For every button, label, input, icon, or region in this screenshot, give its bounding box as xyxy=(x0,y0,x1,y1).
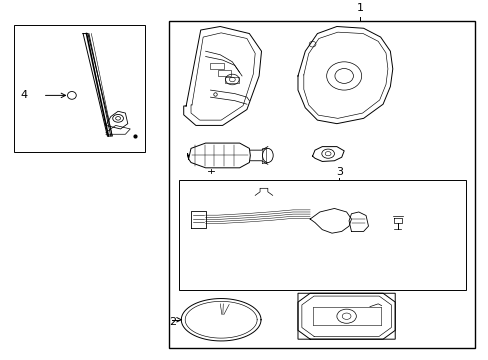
Text: 3: 3 xyxy=(335,167,342,177)
Bar xyxy=(224,77,238,83)
Text: 4: 4 xyxy=(21,90,28,100)
Bar xyxy=(217,69,231,76)
Text: 1: 1 xyxy=(356,3,363,13)
Bar xyxy=(179,180,465,290)
Bar xyxy=(14,25,144,152)
Bar xyxy=(210,63,224,69)
Text: 2: 2 xyxy=(169,316,176,327)
Bar xyxy=(169,21,474,348)
